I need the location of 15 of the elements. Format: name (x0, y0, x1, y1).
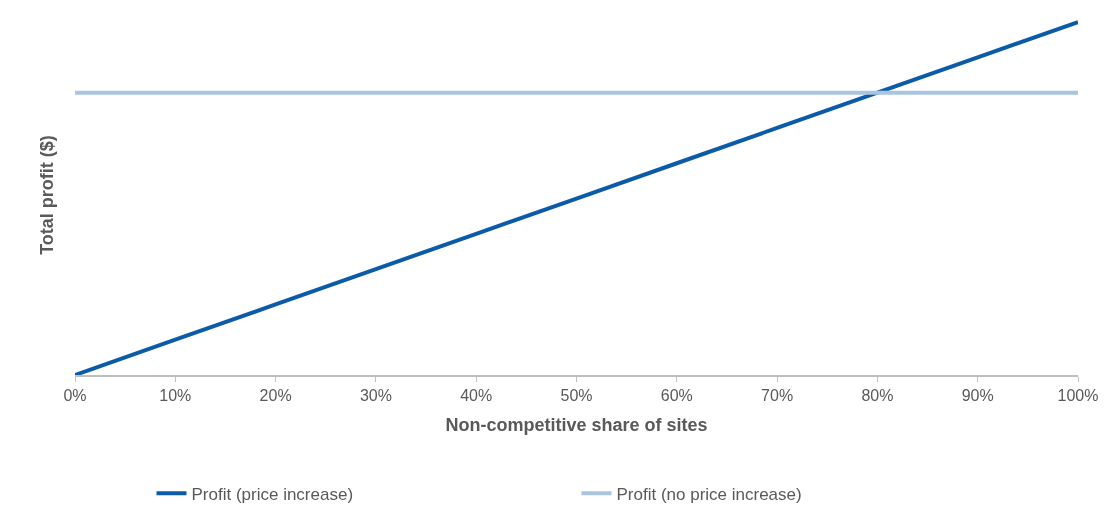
x-tick-label: 80% (861, 386, 894, 404)
x-tick-label: 60% (660, 386, 693, 404)
x-tick-label: 90% (961, 386, 994, 404)
legend-label: Profit (no price increase) (616, 484, 802, 504)
x-tick-label: 50% (560, 386, 593, 404)
x-tick-label: 20% (259, 386, 292, 404)
x-tick-label: 100% (1057, 386, 1099, 404)
x-tick-label: 40% (460, 386, 493, 404)
x-axis-title: Non-competitive share of sites (445, 414, 708, 435)
x-tick-label: 30% (359, 386, 392, 404)
legend-label: Profit (price increase) (191, 484, 354, 504)
x-tick-label: 10% (159, 386, 192, 404)
y-axis-title: Total profit ($) (37, 135, 58, 255)
x-tick-label: 70% (761, 386, 794, 404)
x-tick-label: 0% (63, 386, 87, 404)
